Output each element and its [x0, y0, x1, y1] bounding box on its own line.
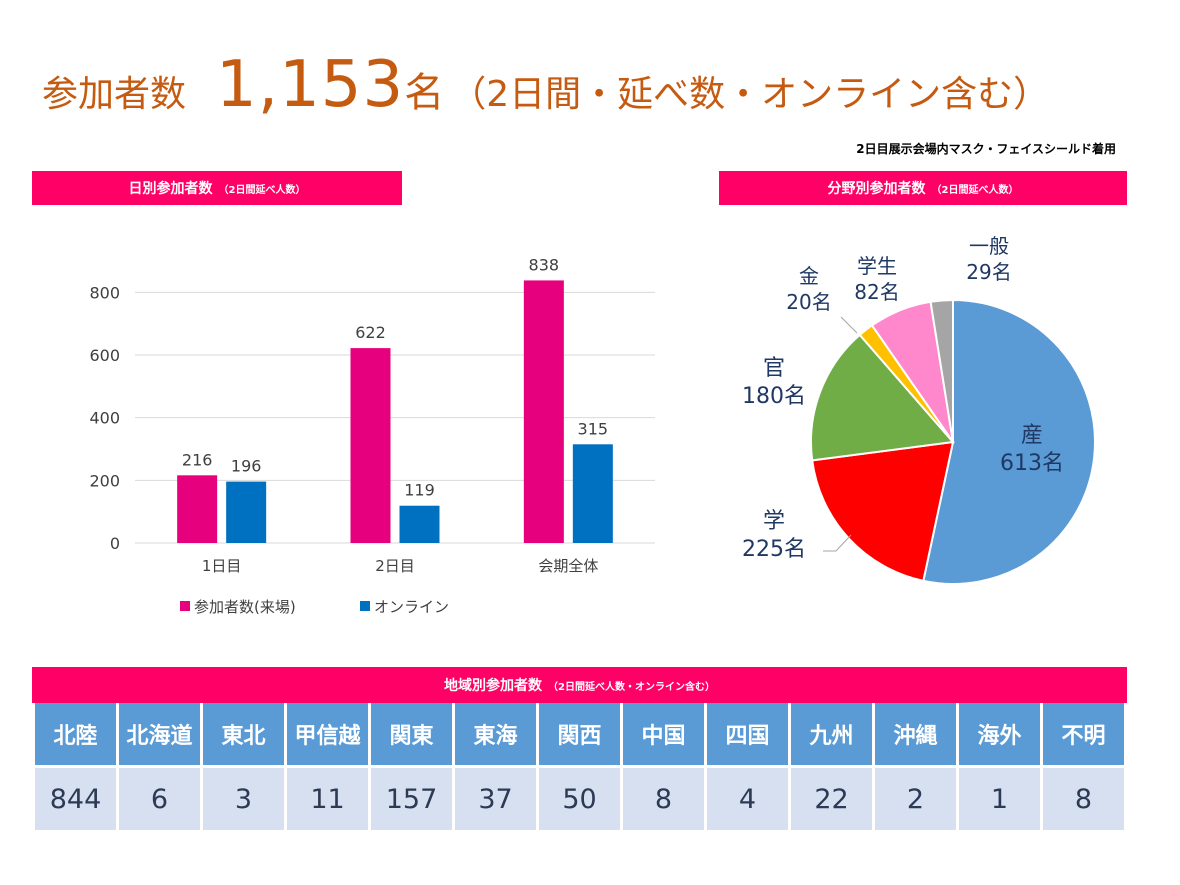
field-section-title: 分野別参加者数 （2日間延べ人数）: [719, 171, 1127, 205]
pie-slice: [810, 333, 955, 462]
pie-value-label: 180名: [742, 384, 806, 409]
region-table: 北陸 北海道 東北 甲信越 関東 東海 関西 中国 四国 九州 沖縄 海外 不明 844 6 3 11 157 3…: [32, 703, 1127, 830]
pie-value-label: 20名: [786, 290, 831, 314]
pie-slice-label: 産: [1021, 423, 1043, 448]
y-tick-label: 400: [89, 409, 120, 428]
leader-line: [823, 534, 852, 552]
region-header-cell: 東海: [455, 703, 536, 765]
pie-slice: [811, 440, 955, 583]
bar: [399, 505, 440, 543]
bar: [350, 348, 391, 543]
bar-value-label: 315: [578, 419, 609, 438]
pie-slice-label: 一般: [969, 234, 1009, 258]
region-value-cell: 1: [959, 765, 1040, 830]
bar-value-label: 622: [355, 323, 386, 342]
region-value-cell: 37: [455, 765, 536, 830]
region-value-cell: 2: [875, 765, 956, 830]
pie-slice: [922, 298, 1096, 585]
daily-section-title: 日別参加者数 （2日間延べ人数）: [32, 171, 402, 205]
headline-label: 参加者数: [42, 74, 187, 115]
y-tick-label: 800: [89, 283, 120, 302]
y-tick-label: 200: [89, 471, 120, 490]
bar-value-label: 216: [182, 450, 213, 469]
legend-swatch: [180, 601, 190, 611]
x-category-label: 会期全体: [538, 557, 598, 575]
region-value-cell: 4: [707, 765, 788, 830]
mask-note: 2日目展示会場内マスク・フェイスシールド着用: [856, 142, 1116, 156]
region-header-cell: 沖縄: [875, 703, 956, 765]
region-header-cell: 九州: [791, 703, 872, 765]
region-value-cell: 8: [1043, 765, 1124, 830]
bar-value-label: 119: [404, 481, 435, 500]
pie-value-label: 82名: [854, 280, 899, 304]
region-header-cell: 北陸: [35, 703, 116, 765]
region-header-row: 北陸 北海道 東北 甲信越 関東 東海 関西 中国 四国 九州 沖縄 海外 不明: [35, 703, 1124, 765]
headline-unit: 名: [404, 70, 445, 116]
pie-slice-label: 学: [763, 509, 785, 534]
region-section-title: 地域別参加者数 （2日間延べ人数・オンライン含む）: [32, 667, 1127, 703]
pie-slice-label: 金: [799, 264, 819, 288]
headline-note: （2日間・延べ数・オンライン含む）: [450, 74, 1050, 115]
daily-bar-chart: 0 200 400 600 800 216 196 1日目 622 119 2日目 838 315 会期全…: [89, 255, 655, 616]
region-header-cell: 四国: [707, 703, 788, 765]
bar: [572, 444, 613, 543]
legend-swatch: [360, 601, 370, 611]
daily-section-title-text: 日別参加者数: [128, 181, 213, 197]
pie-value-label: 225名: [742, 537, 806, 562]
region-value-cell: 3: [203, 765, 284, 830]
region-header-cell: 関東: [371, 703, 452, 765]
pie-slice-label: 学生: [857, 254, 897, 278]
region-header-cell: 北海道: [119, 703, 200, 765]
headline: 参加者数 1,153 名 （2日間・延べ数・オンライン含む）: [42, 48, 1049, 128]
field-section-title-text: 分野別参加者数: [827, 181, 926, 197]
daily-section-subtitle: （2日間延べ人数）: [218, 184, 306, 196]
region-header-cell: 不明: [1043, 703, 1124, 765]
legend-label: 参加者数(来場): [194, 598, 296, 616]
pie-slice-label: 官: [763, 356, 785, 381]
bar: [177, 475, 218, 543]
region-header-cell: 関西: [539, 703, 620, 765]
region-section-subtitle: （2日間延べ人数・オンライン含む）: [548, 681, 715, 693]
y-tick-label: 0: [110, 534, 120, 553]
pie-value-label: 613名: [1000, 451, 1064, 476]
region-header-cell: 東北: [203, 703, 284, 765]
region-value-cell: 22: [791, 765, 872, 830]
region-header-cell: 中国: [623, 703, 704, 765]
pie-slice: [929, 298, 954, 443]
bar-value-label: 838: [529, 255, 560, 274]
legend-label: オンライン: [374, 598, 449, 616]
field-section-subtitle: （2日間延べ人数）: [931, 184, 1019, 196]
pie-value-label: 29名: [966, 260, 1011, 284]
x-category-label: 1日目: [202, 557, 242, 575]
region-value-cell: 50: [539, 765, 620, 830]
region-value-cell: 8: [623, 765, 704, 830]
region-value-cell: 6: [119, 765, 200, 830]
leader-line: [840, 316, 858, 334]
bar: [226, 481, 267, 543]
x-category-label: 2日目: [375, 557, 415, 575]
region-value-row: 844 6 3 11 157 37 50 8 4 22 2 1 8: [35, 765, 1124, 830]
bar: [523, 280, 564, 543]
region-section-title-text: 地域別参加者数: [444, 678, 543, 694]
region-value-cell: 11: [287, 765, 368, 830]
region-header-cell: 海外: [959, 703, 1040, 765]
headline-total: 1,153: [216, 48, 405, 122]
region-value-cell: 844: [35, 765, 116, 830]
region-value-cell: 157: [371, 765, 452, 830]
region-header-cell: 甲信越: [287, 703, 368, 765]
bar-value-label: 196: [231, 457, 262, 476]
y-tick-label: 600: [89, 346, 120, 365]
